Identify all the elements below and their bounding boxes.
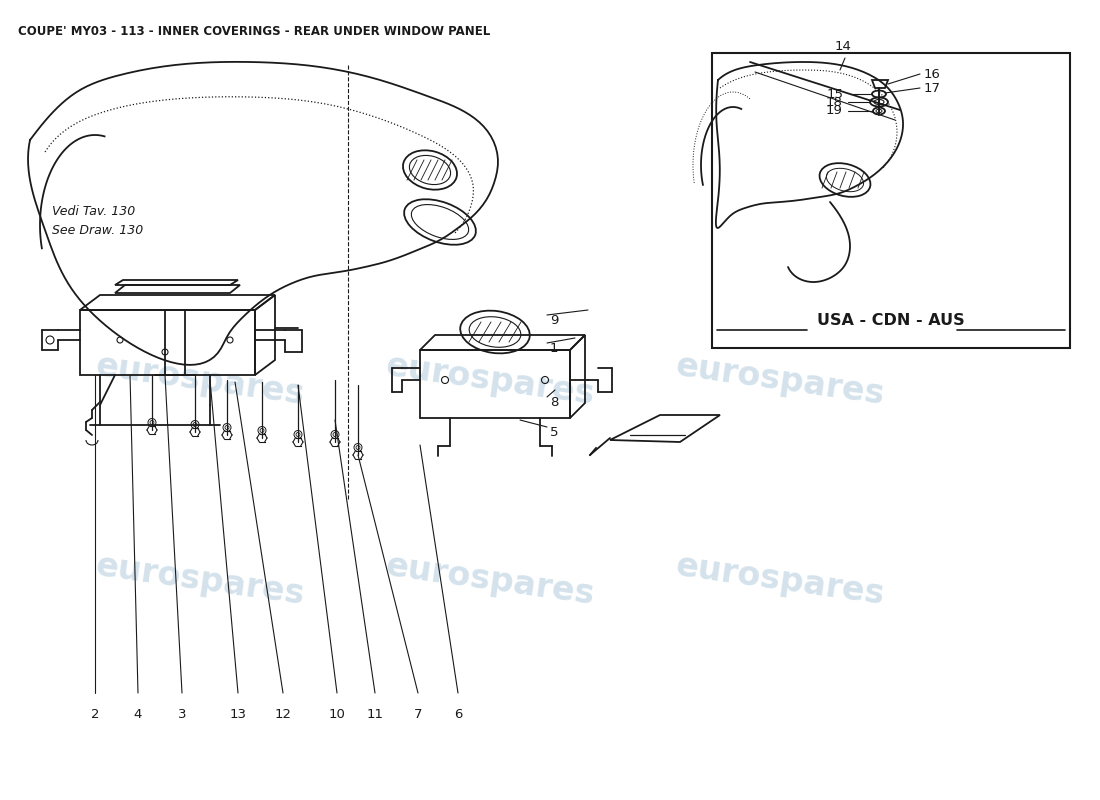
Text: eurospares: eurospares: [94, 549, 307, 611]
Text: 5: 5: [550, 426, 559, 438]
Text: 11: 11: [366, 708, 384, 721]
Text: 14: 14: [835, 40, 851, 53]
Text: COUPE' MY03 - 113 - INNER COVERINGS - REAR UNDER WINDOW PANEL: COUPE' MY03 - 113 - INNER COVERINGS - RE…: [18, 25, 491, 38]
Text: 9: 9: [550, 314, 559, 326]
Text: 1: 1: [550, 342, 559, 354]
Text: eurospares: eurospares: [384, 349, 596, 411]
Text: 16: 16: [924, 67, 940, 81]
Text: 3: 3: [178, 708, 186, 721]
Text: eurospares: eurospares: [384, 549, 596, 611]
Text: USA - CDN - AUS: USA - CDN - AUS: [817, 313, 965, 328]
Text: 6: 6: [454, 708, 462, 721]
Text: eurospares: eurospares: [94, 349, 307, 411]
Text: eurospares: eurospares: [673, 549, 887, 611]
Text: 4: 4: [134, 708, 142, 721]
Text: 17: 17: [924, 82, 940, 94]
Text: 10: 10: [329, 708, 345, 721]
Text: 12: 12: [275, 708, 292, 721]
Text: 15: 15: [827, 87, 844, 101]
Text: Vedi Tav. 130: Vedi Tav. 130: [52, 205, 135, 218]
Text: 13: 13: [230, 708, 246, 721]
Text: 2: 2: [90, 708, 99, 721]
Text: 7: 7: [414, 708, 422, 721]
Text: eurospares: eurospares: [673, 349, 887, 411]
Text: 8: 8: [550, 395, 559, 409]
Text: 18: 18: [825, 95, 842, 109]
Text: 19: 19: [825, 105, 842, 118]
Text: See Draw. 130: See Draw. 130: [52, 224, 143, 237]
